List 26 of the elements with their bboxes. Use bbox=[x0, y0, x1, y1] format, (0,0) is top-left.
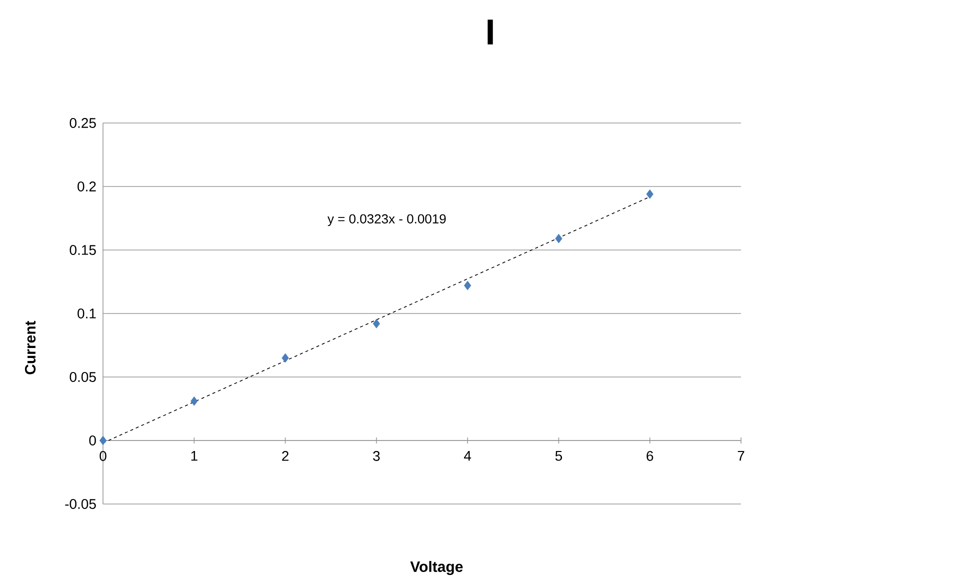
x-tick-label: 6 bbox=[646, 451, 654, 461]
y-tick-label: 0.25 bbox=[70, 118, 96, 128]
point bbox=[646, 189, 654, 199]
y-tick-label: -0.05 bbox=[65, 499, 96, 509]
y-tick-label: 0 bbox=[89, 436, 96, 446]
y-tick-label: 0.05 bbox=[70, 372, 96, 382]
point bbox=[372, 318, 380, 328]
annotation: y = 0.0323x - 0.0019 bbox=[328, 214, 446, 226]
y-axis-title: Current bbox=[24, 320, 36, 374]
point bbox=[464, 280, 472, 290]
point bbox=[282, 353, 289, 363]
x-tick-label: 0 bbox=[100, 451, 106, 461]
y-tick-label: 0.1 bbox=[78, 308, 96, 318]
x-tick-label: 1 bbox=[191, 451, 198, 461]
point bbox=[99, 436, 107, 446]
x-axis-title: Voltage bbox=[410, 560, 463, 576]
point bbox=[555, 234, 562, 244]
x-tick-label: 2 bbox=[282, 451, 288, 461]
x-tick-label: 7 bbox=[738, 451, 744, 461]
y-tick-label: 0.15 bbox=[70, 245, 96, 255]
chart-title: I bbox=[488, 20, 493, 44]
x-tick-label: 3 bbox=[373, 451, 380, 461]
point bbox=[190, 396, 198, 406]
x-tick-label: 5 bbox=[555, 451, 562, 461]
x-tick-label: 4 bbox=[464, 451, 472, 461]
y-tick-label: 0.2 bbox=[78, 182, 96, 192]
